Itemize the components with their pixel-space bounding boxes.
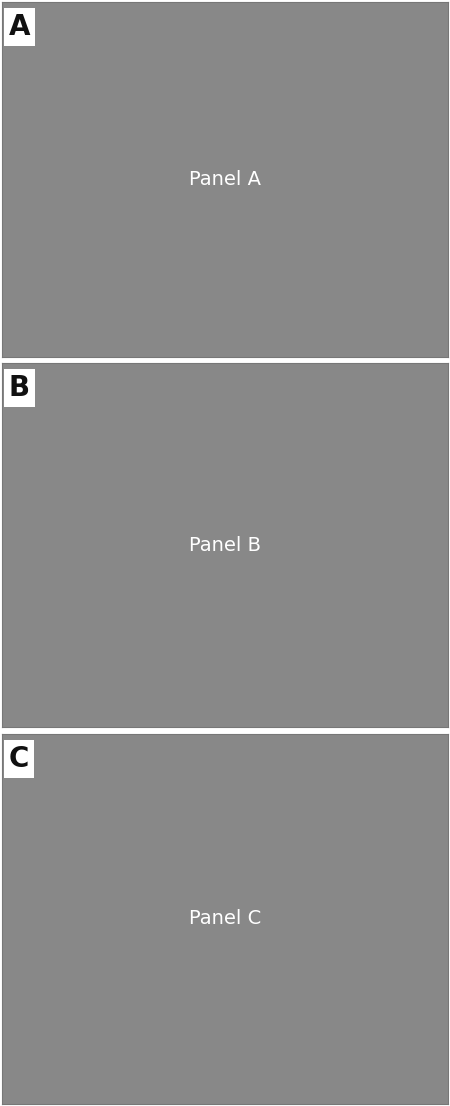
Text: B: B — [9, 374, 30, 401]
Text: C: C — [9, 744, 29, 773]
Text: Panel A: Panel A — [189, 170, 261, 189]
Text: Panel C: Panel C — [189, 909, 261, 928]
Text: A: A — [9, 13, 31, 41]
Text: Panel B: Panel B — [189, 535, 261, 554]
